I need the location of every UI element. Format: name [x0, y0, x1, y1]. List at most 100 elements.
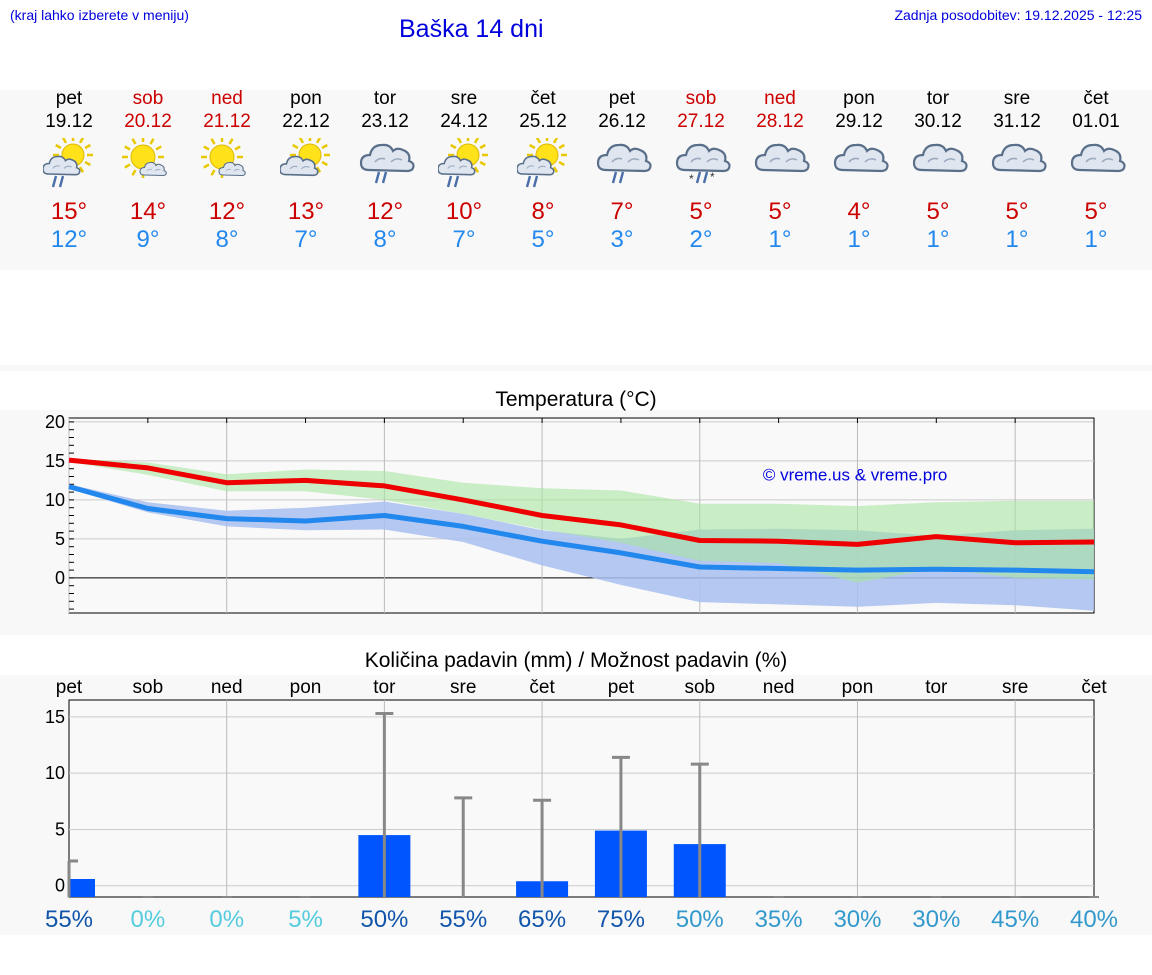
min-temp: 12° — [50, 226, 88, 253]
sun-cloud-rain-icon — [516, 135, 569, 188]
sun-cloud-rain-icon — [437, 135, 490, 188]
day-name: ned — [211, 88, 243, 109]
y-tick-label: 10 — [45, 763, 65, 783]
last-updated: Zadnja posodobitev: 19.12.2025 - 12:25 — [894, 7, 1142, 23]
y-tick-label: 5 — [55, 819, 65, 839]
sun-small-cloud-icon — [122, 136, 174, 188]
day-name: sre — [450, 88, 478, 109]
min-temp: 7° — [294, 226, 318, 253]
day-name: sob — [132, 88, 164, 109]
max-temp: 12° — [366, 198, 404, 225]
forecast-band — [0, 90, 1152, 270]
day-date: 21.12 — [203, 111, 251, 132]
watermark: © vreme.us & vreme.pro — [763, 465, 947, 484]
day-name: pet — [55, 88, 83, 109]
day-date: 19.12 — [45, 111, 93, 132]
day-name: pon — [843, 88, 875, 109]
max-temp: 14° — [129, 198, 167, 225]
temperature-chart-title: Temperatura (°C) — [495, 388, 657, 411]
day-date: 28.12 — [756, 111, 804, 132]
separator-band — [0, 365, 1152, 371]
precip-probability: 40% — [1070, 906, 1118, 933]
max-temp: 5° — [768, 198, 792, 225]
y-tick-label: 15 — [45, 707, 65, 727]
cloud-icon — [991, 138, 1047, 188]
day-date: 27.12 — [677, 111, 725, 132]
precip-bar — [69, 878, 95, 897]
precip-probability: 0% — [131, 906, 166, 933]
cloud-rain-icon — [359, 138, 415, 188]
precip-probability: 55% — [45, 906, 93, 933]
day-name: pon — [290, 88, 322, 109]
cloud-icon — [833, 138, 889, 188]
min-temp: 2° — [689, 226, 713, 253]
precip-probability: 35% — [755, 906, 803, 933]
precip-probability: 75% — [597, 906, 645, 933]
day-date: 22.12 — [282, 111, 330, 132]
day-date: 31.12 — [993, 111, 1041, 132]
day-name: čet — [1083, 88, 1109, 109]
y-tick-label: 10 — [45, 490, 65, 510]
min-temp: 3° — [610, 226, 634, 253]
day-date: 25.12 — [519, 111, 567, 132]
min-temp: 8° — [373, 226, 397, 253]
sun-small-cloud-icon — [201, 136, 253, 188]
day-name: sre — [1003, 88, 1031, 109]
menu-hint: (kraj lahko izberete v meniju) — [10, 7, 189, 23]
max-temp: 5° — [1005, 198, 1029, 225]
x-category-label: pon — [290, 677, 322, 698]
y-tick-label: 20 — [45, 412, 65, 432]
plot-area — [68, 699, 1095, 898]
min-temp: 8° — [215, 226, 239, 253]
day-date: 24.12 — [440, 111, 488, 132]
x-category-label: pet — [56, 677, 83, 698]
cloud-icon — [912, 138, 968, 188]
max-temp: 13° — [287, 198, 325, 225]
precip-probability: 50% — [360, 906, 408, 933]
y-tick-label: 15 — [45, 451, 65, 471]
max-temp: 4° — [847, 198, 871, 225]
max-temp: 8° — [531, 198, 555, 225]
precip-probability: 55% — [439, 906, 487, 933]
day-date: 20.12 — [124, 111, 172, 132]
min-temp: 5° — [531, 226, 555, 253]
day-date: 30.12 — [914, 111, 962, 132]
max-temp-line — [68, 457, 1095, 547]
min-temp: 1° — [926, 226, 950, 253]
page-title: Baška 14 dni — [399, 15, 544, 43]
max-temp: 10° — [445, 198, 483, 225]
daily-forecast: pet 19.12 15° 12° sob 20.12 14° 9° ned 21.12 12… — [0, 88, 1152, 268]
precip-probability: 30% — [912, 906, 960, 933]
y-tick-label: 0 — [55, 568, 65, 588]
day-date: 26.12 — [598, 111, 646, 132]
day-date: 23.12 — [361, 111, 409, 132]
min-temp: 1° — [1084, 226, 1108, 253]
day-date: 01.01 — [1072, 111, 1120, 132]
x-category-label: čet — [529, 677, 555, 698]
cloud-icon — [1070, 138, 1126, 188]
day-name: pet — [608, 88, 636, 109]
precipitation-chart-title: Količina padavin (mm) / Možnost padavin … — [364, 649, 788, 672]
cloud-icon — [754, 138, 810, 188]
sun-cloud-rain-icon — [42, 135, 95, 188]
precip-probability: 45% — [991, 906, 1039, 933]
x-category-label: tor — [925, 677, 948, 698]
y-tick-label: 5 — [55, 529, 65, 549]
svg-text:*: * — [689, 172, 694, 186]
min-temp: 1° — [847, 226, 871, 253]
sun-cloud-icon — [279, 135, 332, 188]
day-name: sob — [685, 88, 717, 109]
precipitation-chart: pet sob ned pon tor sre čet pet sob ned pon tor sre č… — [45, 677, 1118, 933]
x-category-label: sob — [684, 677, 715, 698]
precip-probability: 5% — [288, 906, 323, 933]
x-category-label: sob — [133, 677, 164, 698]
min-temp: 7° — [452, 226, 476, 253]
x-category-label: čet — [1081, 677, 1107, 698]
x-category-label: pon — [842, 677, 874, 698]
min-temp: 1° — [1005, 226, 1029, 253]
y-tick-label: 0 — [55, 876, 65, 896]
x-category-label: ned — [763, 677, 795, 698]
x-category-label: sre — [1002, 677, 1028, 698]
min-temp: 9° — [136, 226, 160, 253]
x-category-label: pet — [608, 677, 635, 698]
